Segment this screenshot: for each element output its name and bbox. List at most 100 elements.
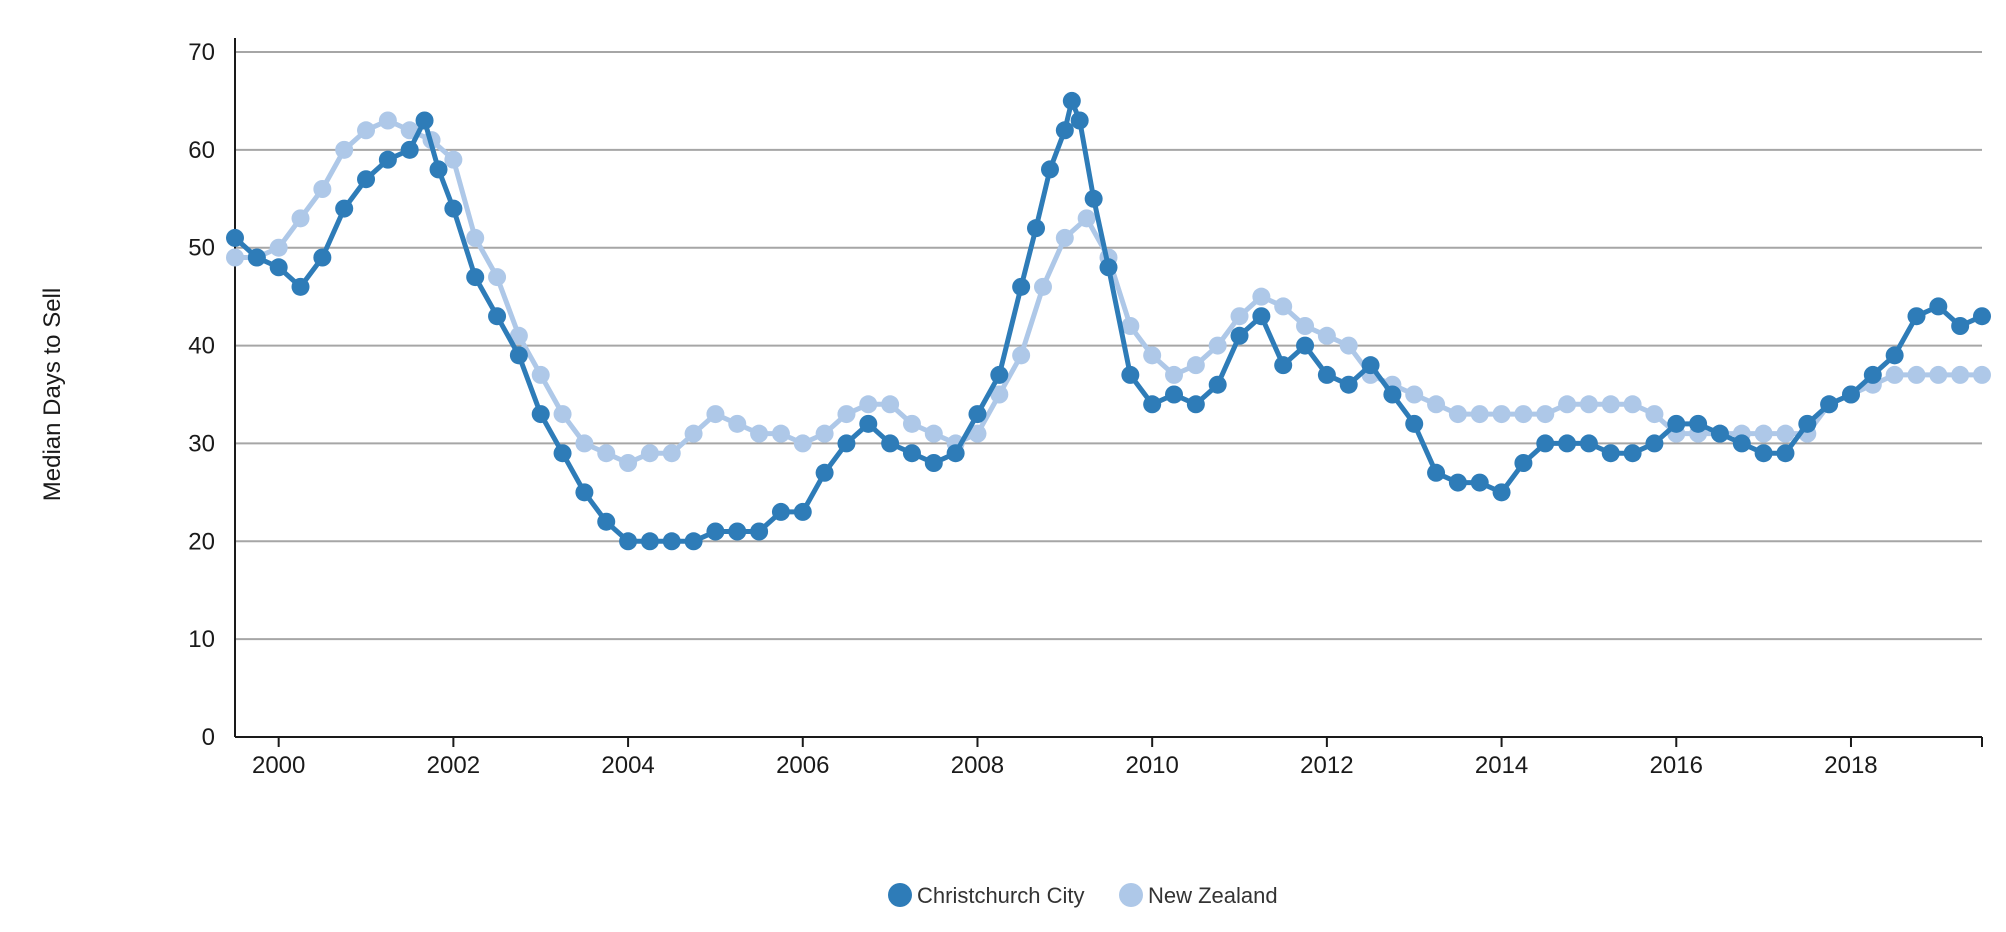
data-point <box>335 199 354 218</box>
legend-swatch <box>888 883 912 907</box>
data-point <box>1165 365 1184 384</box>
data-point <box>1470 405 1489 424</box>
data-point <box>1026 219 1045 238</box>
data-point <box>1405 385 1424 404</box>
data-point <box>1907 307 1926 326</box>
y-axis-title: Median Days to Sell <box>39 288 66 501</box>
x-axis-ticks: 2000 2002 2004 2006 2008 2010 2012 2014 2016 2018 <box>252 737 1878 779</box>
data-point <box>924 424 943 443</box>
data-point <box>488 268 507 287</box>
data-point <box>1055 121 1074 140</box>
x-tick-label: 2014 <box>1475 752 1528 779</box>
data-point <box>1579 434 1598 453</box>
data-point <box>771 502 790 521</box>
data-point <box>378 111 397 130</box>
data-point <box>575 434 594 453</box>
data-point <box>553 405 572 424</box>
data-point <box>793 502 812 521</box>
data-point <box>466 228 485 247</box>
data-point <box>1601 395 1620 414</box>
data-point <box>1973 307 1991 326</box>
series-layer <box>226 91 1991 551</box>
data-point <box>269 258 288 277</box>
data-point <box>509 326 528 345</box>
data-point <box>684 532 703 551</box>
data-point <box>1732 434 1751 453</box>
data-point <box>1230 307 1249 326</box>
data-point <box>226 248 244 267</box>
data-point <box>466 268 485 287</box>
data-point <box>1296 317 1315 335</box>
data-point <box>924 454 943 472</box>
data-point <box>1514 405 1533 424</box>
data-point <box>728 522 747 541</box>
data-point <box>1929 297 1948 316</box>
data-point <box>1492 483 1511 502</box>
data-point <box>1754 424 1773 443</box>
x-tick-label: 2008 <box>951 752 1004 779</box>
data-point <box>531 365 550 384</box>
data-point <box>1645 434 1664 453</box>
series-christchurch-city <box>226 91 1991 551</box>
data-point <box>1470 473 1489 492</box>
series-new-zealand <box>226 111 1991 472</box>
data-point <box>706 522 725 541</box>
data-point <box>640 532 659 551</box>
data-point <box>771 424 790 443</box>
data-point <box>1186 356 1205 375</box>
data-point <box>619 532 638 551</box>
data-point <box>684 424 703 443</box>
legend-label: Christchurch City <box>917 883 1084 908</box>
data-point <box>313 248 332 267</box>
data-point <box>902 414 921 433</box>
series-line <box>235 118 1982 466</box>
data-point <box>1121 317 1140 335</box>
data-point <box>859 395 878 414</box>
data-point <box>1776 444 1795 463</box>
grid-lines <box>235 51 1982 641</box>
x-tick-label: 2012 <box>1300 752 1353 779</box>
x-tick-label: 2004 <box>601 752 654 779</box>
data-point <box>1143 346 1162 365</box>
data-point <box>1536 405 1555 424</box>
data-point <box>444 199 463 218</box>
data-point <box>488 307 507 326</box>
x-tick-label: 2016 <box>1650 752 1703 779</box>
data-point <box>1558 434 1577 453</box>
data-point <box>1405 414 1424 433</box>
data-point <box>1689 414 1708 433</box>
data-point <box>1907 365 1926 384</box>
data-point <box>1252 307 1271 326</box>
data-point <box>575 483 594 502</box>
data-point <box>990 365 1009 384</box>
y-tick-label: 40 <box>188 333 215 360</box>
axes <box>234 38 1983 747</box>
data-point <box>357 170 376 189</box>
data-point <box>597 444 616 463</box>
data-point <box>837 405 856 424</box>
data-point <box>1040 160 1059 179</box>
data-point <box>837 434 856 453</box>
y-tick-label: 60 <box>188 137 215 164</box>
data-point <box>1514 454 1533 472</box>
x-tick-label: 2018 <box>1824 752 1877 779</box>
data-point <box>378 150 397 169</box>
data-point <box>1558 395 1577 414</box>
data-point <box>269 238 288 257</box>
data-point <box>750 424 769 443</box>
y-axis-ticks: 0 10 20 30 40 50 60 70 <box>188 39 215 751</box>
data-point <box>444 150 463 169</box>
data-point <box>1841 385 1860 404</box>
data-point <box>1710 424 1729 443</box>
data-point <box>1143 395 1162 414</box>
data-point <box>1274 356 1293 375</box>
data-point <box>226 228 244 247</box>
data-point <box>815 424 834 443</box>
data-point <box>1929 365 1948 384</box>
data-point <box>1361 356 1380 375</box>
data-point <box>1077 209 1096 228</box>
data-point <box>553 444 572 463</box>
data-point <box>1820 395 1839 414</box>
data-point <box>1252 287 1271 306</box>
